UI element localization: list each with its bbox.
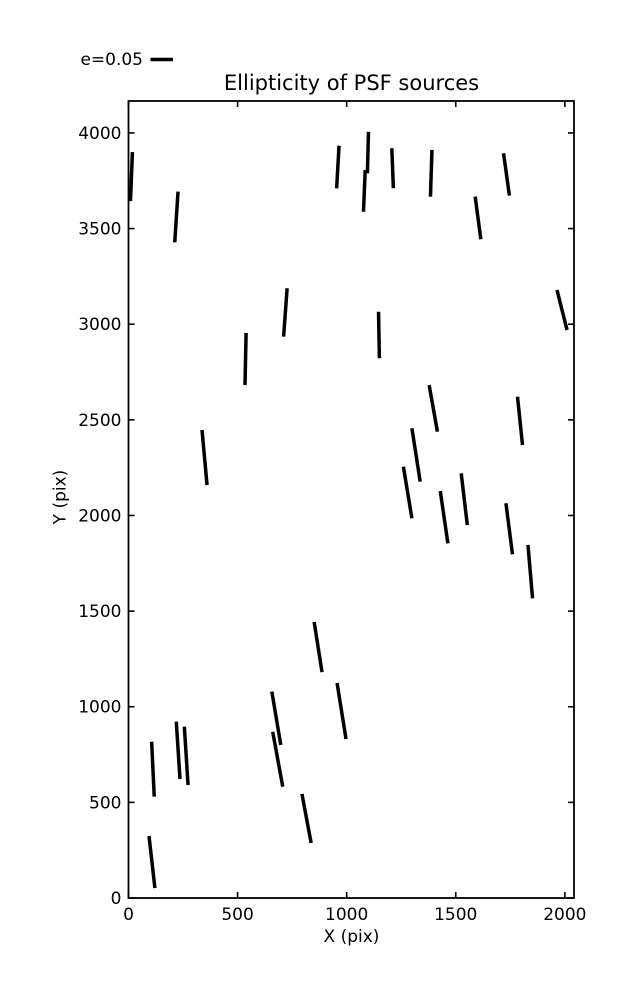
plot-frame: [127, 100, 575, 899]
ellipticity-whisker: [334, 145, 341, 189]
y-tick-label: 3000: [78, 315, 121, 335]
x-tick-label: 1500: [434, 905, 477, 925]
x-tick-label: 0: [123, 905, 134, 925]
ellipticity-whisker: [428, 149, 434, 197]
y-tick-label: 1500: [78, 602, 121, 622]
y-tick-label: 2000: [78, 506, 121, 526]
legend-label: e=0.05: [80, 50, 143, 70]
chart-title: Ellipticity of PSF sources: [223, 71, 480, 95]
ellipticity-whisker: [504, 503, 515, 555]
ellipticity-whisker: [365, 131, 371, 174]
x-tick-label: 1000: [325, 905, 368, 925]
x-tick-label: 2000: [543, 905, 586, 925]
ellipticity-whisker: [526, 544, 535, 599]
ellipticity-whisker: [401, 466, 414, 519]
ellipticity-whisker: [501, 152, 512, 196]
ellipticity-whisker: [473, 196, 483, 240]
ellipticity-whisker: [300, 793, 313, 844]
ellipticity-whisker: [281, 288, 289, 337]
y-tick-label: 4000: [78, 124, 121, 144]
ellipticity-whisker: [147, 835, 157, 889]
ellipticity-whisker: [312, 621, 324, 673]
ellipticity-whisker: [427, 384, 440, 433]
ellipticity-whisker: [515, 396, 525, 446]
y-tick-label: 2500: [78, 411, 121, 431]
ellipticity-whisker: [149, 741, 156, 797]
y-tick-label: 0: [111, 889, 122, 909]
ellipticity-whisker: [438, 490, 450, 544]
ellipticity-whisker: [174, 721, 182, 780]
ellipticity-whisker: [182, 726, 190, 786]
ellipticity-whisker: [243, 332, 248, 386]
ellipticity-whisker: [459, 473, 470, 526]
y-tick-label: 1000: [78, 698, 121, 718]
ellipticity-whisker: [335, 682, 348, 740]
y-tick-label: 3500: [78, 220, 121, 240]
ellipticity-whisker: [361, 169, 367, 212]
ellipticity-whisker: [376, 311, 382, 359]
ellipticity-whisker: [128, 151, 135, 202]
ellipticity-whisker: [410, 427, 422, 482]
ellipticity-whisker: [555, 289, 569, 331]
y-tick-label: 500: [89, 793, 121, 813]
ellipticity-whisker: [390, 148, 396, 189]
x-axis-label: X (pix): [323, 927, 380, 947]
ellipticity-whisker: [173, 191, 180, 243]
ellipticity-whisker: [200, 429, 209, 486]
ellipticity-whisker: [270, 691, 283, 746]
x-tick-label: 500: [221, 905, 253, 925]
ellipticity-whisker: [270, 731, 285, 787]
